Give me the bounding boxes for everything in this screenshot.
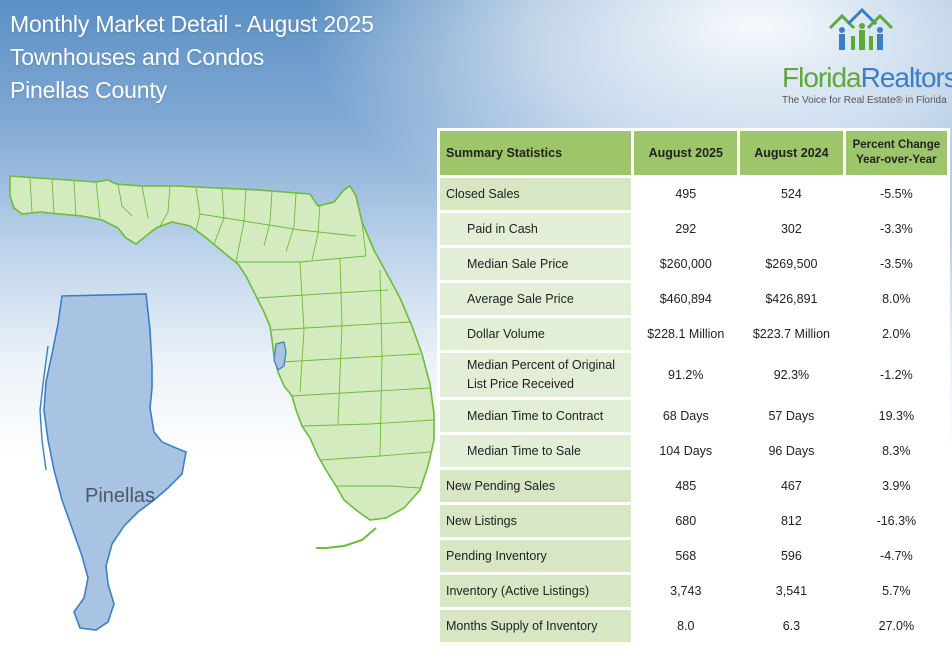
logo-wordmark: FloridaRealtors®: [782, 62, 952, 94]
row-percent-change: -3.5%: [845, 248, 947, 280]
table-row: Median Sale Price $260,000 $269,500 -3.5…: [440, 248, 947, 280]
row-percent-change: 8.0%: [845, 283, 947, 315]
row-label: Months Supply of Inventory: [440, 610, 632, 642]
row-percent-change: -4.7%: [845, 540, 947, 572]
row-label: Median Time to Sale: [440, 435, 632, 467]
florida-map: Pinellas: [9, 175, 435, 631]
row-label: New Pending Sales: [440, 470, 632, 502]
row-previous-value: 92.3%: [740, 353, 843, 397]
row-previous-value: 596: [740, 540, 843, 572]
summary-statistics-table: Summary Statistics August 2025 August 20…: [437, 128, 950, 645]
row-percent-change: -3.3%: [845, 213, 947, 245]
row-current-value: 495: [634, 178, 738, 210]
row-previous-value: 302: [740, 213, 843, 245]
table-row: Median Time to Sale 104 Days 96 Days 8.3…: [440, 435, 947, 467]
table-row: Inventory (Active Listings) 3,743 3,541 …: [440, 575, 947, 607]
table-row: Paid in Cash 292 302 -3.3%: [440, 213, 947, 245]
florida-keys-shape: [316, 527, 377, 549]
row-current-value: $260,000: [634, 248, 738, 280]
pinellas-coast-barrier: [39, 345, 49, 471]
row-current-value: 68 Days: [634, 400, 738, 432]
table-row: Pending Inventory 568 596 -4.7%: [440, 540, 947, 572]
row-previous-value: 524: [740, 178, 843, 210]
pinellas-county-inset: [43, 293, 187, 631]
row-previous-value: 57 Days: [740, 400, 843, 432]
row-current-value: 292: [634, 213, 738, 245]
row-percent-change: 5.7%: [845, 575, 947, 607]
report-title: Monthly Market Detail - August 2025 Town…: [10, 8, 374, 107]
header-previous-period: August 2024: [740, 131, 843, 175]
table-row: New Pending Sales 485 467 3.9%: [440, 470, 947, 502]
county-lines: [29, 177, 435, 489]
row-previous-value: 96 Days: [740, 435, 843, 467]
row-label: Median Time to Contract: [440, 400, 632, 432]
row-previous-value: $269,500: [740, 248, 843, 280]
table-header-row: Summary Statistics August 2025 August 20…: [440, 131, 947, 175]
report-title-line2: Townhouses and Condos: [10, 44, 265, 70]
row-current-value: 680: [634, 505, 738, 537]
table-row: Dollar Volume $228.1 Million $223.7 Mill…: [440, 318, 947, 350]
row-percent-change: 27.0%: [845, 610, 947, 642]
row-percent-change: 19.3%: [845, 400, 947, 432]
table-row: Months Supply of Inventory 8.0 6.3 27.0%: [440, 610, 947, 642]
row-current-value: $460,894: [634, 283, 738, 315]
row-current-value: $228.1 Million: [634, 318, 738, 350]
row-label: Pending Inventory: [440, 540, 632, 572]
row-current-value: 568: [634, 540, 738, 572]
row-current-value: 104 Days: [634, 435, 738, 467]
row-percent-change: -1.2%: [845, 353, 947, 397]
row-label: Dollar Volume: [440, 318, 632, 350]
row-current-value: 3,743: [634, 575, 738, 607]
report-title-line3: Pinellas County: [10, 77, 167, 103]
row-previous-value: 467: [740, 470, 843, 502]
table-row: Closed Sales 495 524 -5.5%: [440, 178, 947, 210]
table-row: Average Sale Price $460,894 $426,891 8.0…: [440, 283, 947, 315]
row-percent-change: 8.3%: [845, 435, 947, 467]
row-label: Average Sale Price: [440, 283, 632, 315]
pinellas-highlight-small: [273, 341, 287, 371]
row-current-value: 91.2%: [634, 353, 738, 397]
header-percent-change-line1: Percent Change: [852, 139, 941, 151]
row-percent-change: -16.3%: [845, 505, 947, 537]
table-row: Median Percent of Original List Price Rec…: [440, 353, 947, 397]
houses-people-icon: [828, 7, 894, 50]
row-previous-value: $223.7 Million: [740, 318, 843, 350]
header-percent-change: Percent Change Year-over-Year: [845, 131, 947, 175]
florida-realtors-logo: FloridaRealtors® The Voice for Real Esta…: [778, 6, 952, 106]
row-label: New Listings: [440, 505, 632, 537]
logo-realtors-text: Realtors: [860, 62, 952, 93]
row-label: Median Percent of Original List Price Rec…: [440, 353, 632, 397]
logo-tagline: The Voice for Real Estate® in Florida: [782, 95, 947, 106]
table-row: New Listings 680 812 -16.3%: [440, 505, 947, 537]
table-row: Median Time to Contract 68 Days 57 Days …: [440, 400, 947, 432]
logo-florida-text: Florida: [782, 62, 862, 93]
row-previous-value: $426,891: [740, 283, 843, 315]
row-previous-value: 3,541: [740, 575, 843, 607]
row-label-line1: Median Percent of Original: [467, 358, 615, 372]
report-title-line1: Monthly Market Detail - August 2025: [10, 11, 374, 37]
row-percent-change: 2.0%: [845, 318, 947, 350]
row-label: Inventory (Active Listings): [440, 575, 632, 607]
row-percent-change: 3.9%: [845, 470, 947, 502]
row-label: Median Sale Price: [440, 248, 632, 280]
row-previous-value: 6.3: [740, 610, 843, 642]
row-label: Closed Sales: [440, 178, 632, 210]
header-percent-change-line2: Year-over-Year: [856, 154, 937, 166]
florida-state-shape: [9, 175, 435, 521]
county-label: Pinellas: [85, 485, 155, 507]
row-label: Paid in Cash: [440, 213, 632, 245]
header-summary: Summary Statistics: [440, 131, 632, 175]
row-previous-value: 812: [740, 505, 843, 537]
row-percent-change: -5.5%: [845, 178, 947, 210]
row-label-line2: List Price Received: [467, 377, 574, 391]
row-current-value: 8.0: [634, 610, 738, 642]
header-current-period: August 2025: [634, 131, 738, 175]
row-current-value: 485: [634, 470, 738, 502]
